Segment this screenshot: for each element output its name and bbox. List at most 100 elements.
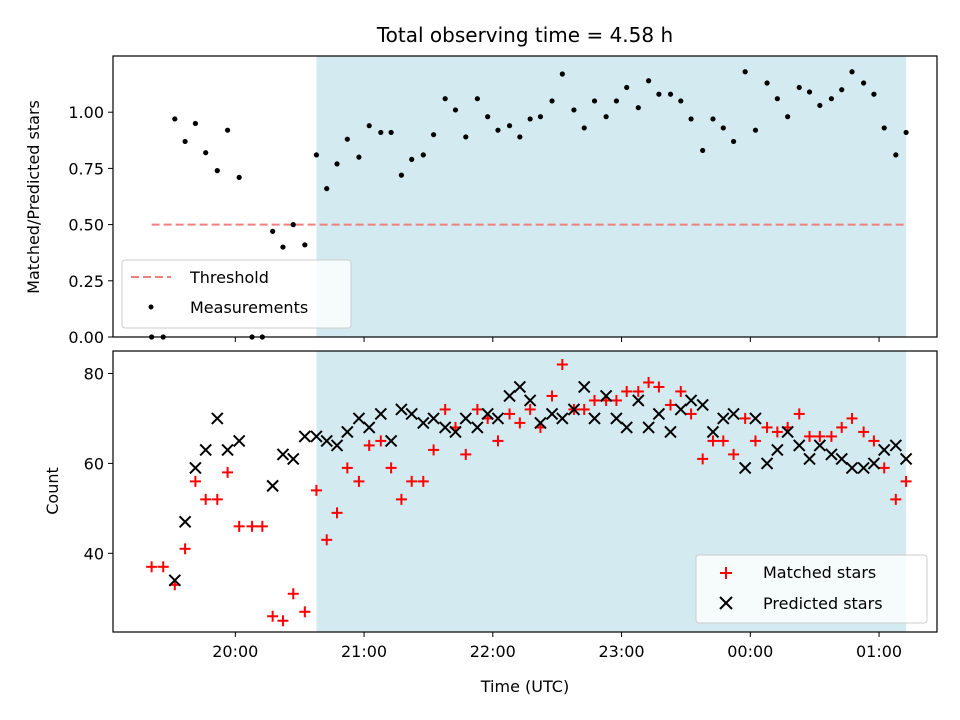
matched-star-point (428, 444, 440, 456)
measurement-point (549, 98, 555, 104)
predicted-star-point (503, 389, 516, 403)
predicted-star-point (878, 443, 891, 457)
measurement-point (313, 152, 320, 158)
measurement-point (688, 116, 694, 122)
matched-stars-points (146, 358, 912, 627)
measurement-point (700, 147, 706, 154)
measurement-point (667, 91, 674, 97)
predicted-star-point (534, 416, 547, 430)
predicted-star-point (867, 457, 881, 470)
top-shaded-span (316, 56, 907, 337)
matched-star-point (504, 408, 516, 420)
predicted-star-point (266, 479, 279, 493)
matched-star-point (299, 606, 311, 618)
predicted-star-point (813, 439, 827, 452)
matched-star-point (900, 475, 912, 487)
measurement-point (656, 91, 662, 97)
measurement-point (485, 114, 491, 120)
matched-star-point (653, 381, 665, 393)
matched-star-point (814, 430, 826, 442)
matched-star-point (331, 507, 343, 519)
measurement-point (559, 71, 565, 77)
predicted-star-point (889, 439, 903, 452)
predicted-stars-points (168, 380, 913, 587)
matched-star-point (739, 412, 751, 424)
predicted-star-point (760, 457, 774, 470)
x-tick-label: 00:00 (727, 642, 773, 661)
bottom-xlabel: Time (UTC) (480, 677, 569, 696)
y-tick-label: 0.50 (68, 216, 104, 235)
predicted-star-point (588, 412, 601, 425)
measurement-point (290, 222, 296, 228)
predicted-star-point (523, 394, 537, 407)
legend-predicted-label: Predicted stars (763, 594, 883, 613)
measurement-point (774, 96, 780, 102)
predicted-star-point (491, 412, 505, 425)
bottom-ylabel: Count (43, 467, 62, 515)
matched-star-point (685, 408, 697, 420)
predicted-star-point (384, 434, 398, 448)
matched-star-point (246, 520, 258, 532)
predicted-star-point (674, 403, 687, 416)
matched-star-point (589, 394, 601, 406)
measurement-point (537, 114, 544, 120)
predicted-star-point (545, 407, 559, 421)
matched-star-point (200, 493, 212, 505)
matched-star-point (471, 403, 483, 415)
measurement-point (646, 78, 652, 84)
measurement-point (334, 161, 340, 167)
predicted-star-point (310, 430, 323, 443)
measurement-point (624, 84, 630, 91)
legend-threshold-label: Threshold (189, 268, 269, 287)
predicted-star-point (749, 412, 762, 425)
predicted-star-point (374, 407, 388, 421)
measurement-point (236, 174, 242, 180)
matched-star-point (439, 403, 451, 415)
matched-star-point (287, 588, 299, 600)
measurement-point (635, 105, 641, 111)
predicted-star-point (620, 421, 633, 434)
top-legend-box (121, 259, 352, 329)
matched-star-point (546, 390, 558, 402)
predicted-star-point (405, 407, 418, 421)
y-tick-label: 0.75 (68, 159, 104, 178)
predicted-star-point (696, 398, 709, 412)
measurement-point (378, 129, 384, 136)
predicted-star-point (341, 425, 354, 439)
x-tick-label: 21:00 (341, 642, 387, 661)
matched-star-point (222, 466, 234, 478)
top-title: Total observing time = 4.58 h (376, 23, 673, 47)
legend-predicted-swatch (719, 596, 733, 610)
predicted-star-point (199, 443, 212, 457)
predicted-star-point (599, 389, 613, 403)
x-tick-label: 01:00 (856, 642, 902, 661)
matched-star-point (868, 435, 880, 447)
matched-star-point (825, 430, 837, 442)
measurement-point (817, 102, 823, 109)
predicted-star-point (320, 434, 333, 448)
matched-star-point (514, 417, 526, 429)
matched-star-point (890, 493, 902, 505)
measurement-point (172, 116, 178, 122)
predicted-star-point (706, 425, 720, 439)
measurement-point (806, 89, 813, 95)
predicted-star-point (459, 412, 472, 425)
matched-star-point (675, 385, 687, 397)
predicted-star-point (471, 421, 484, 434)
predicted-star-point (717, 412, 730, 425)
predicted-star-point (438, 421, 452, 434)
bottom-legend: Matched stars Predicted stars (695, 554, 928, 624)
measurement-point (214, 168, 220, 174)
matched-star-point (189, 475, 201, 487)
matched-star-point (643, 376, 655, 388)
y-tick-label: 60 (84, 454, 104, 473)
predicted-star-point (330, 439, 344, 452)
matched-star-point (697, 453, 709, 465)
predicted-star-point (652, 407, 666, 421)
measurement-point (730, 138, 737, 145)
predicted-star-point (632, 394, 645, 407)
measurement-point (442, 96, 448, 102)
measurement-point (474, 96, 480, 102)
predicted-star-point (298, 430, 312, 443)
predicted-star-point (417, 416, 430, 430)
